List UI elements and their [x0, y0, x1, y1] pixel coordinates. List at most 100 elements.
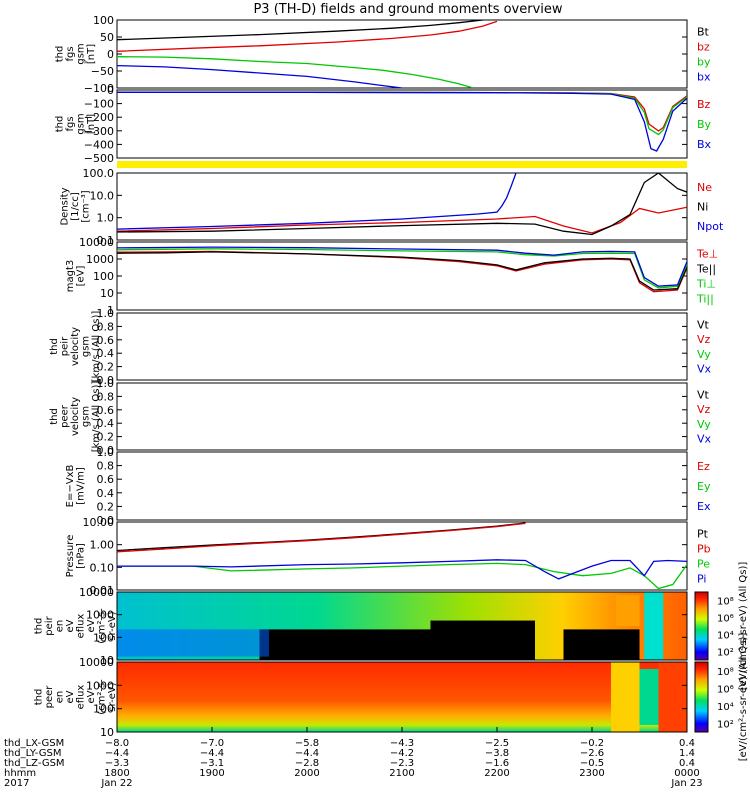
- series-line-pb: [117, 522, 526, 553]
- y-tick-label: 10.0: [90, 189, 115, 202]
- legend-entry: Pt: [697, 528, 709, 541]
- panel-frame: [116, 591, 688, 661]
- y-tick-label: 100: [93, 631, 114, 644]
- series-line-bz: [117, 91, 687, 132]
- x-row-label: 2017: [4, 778, 29, 789]
- y-tick-label: 1.00: [90, 539, 115, 552]
- y-tick-label: 0: [107, 84, 114, 97]
- legend-entry: Vx: [697, 433, 712, 446]
- series-line-ne: [117, 206, 687, 234]
- x-tick-label: −0.2: [580, 738, 604, 749]
- y-axis-label: eV: [86, 690, 97, 703]
- y-axis-label: Pressure: [65, 535, 76, 578]
- y-axis-label: eflux: [76, 685, 87, 710]
- series-line-pi: [117, 559, 687, 580]
- y-tick-label: 1.0: [97, 307, 115, 320]
- x-row-label: hhmm: [4, 768, 36, 779]
- heatmap-black-region: [563, 629, 640, 660]
- colorbar: [694, 661, 709, 733]
- y-tick-label: 0.6: [97, 334, 115, 347]
- panel-peer_eflux: 10⁸ 10⁶ 10⁴ 10² [eV/(cm²-s-sr-eV) (All Qs)] 1…: [34, 633, 749, 762]
- x-tick-label: −2.8: [295, 758, 319, 769]
- y-tick-label: 50: [100, 31, 114, 44]
- legend-entry: Vz: [697, 403, 711, 416]
- series-line-npot: [117, 173, 517, 230]
- legend-entry: Vy: [697, 348, 711, 361]
- y-tick-label: 1: [107, 304, 114, 317]
- legend-entry: Bt: [697, 26, 710, 39]
- panel-frame: [116, 451, 688, 521]
- y-tick-label: −50: [91, 65, 114, 78]
- y-tick-label: 10: [100, 726, 114, 739]
- y-axis-label: eflux: [76, 614, 87, 639]
- legend-entry: Ti⊥: [696, 278, 716, 291]
- colorbar-tick-label: 10²: [717, 719, 734, 730]
- x-tick-label: −2.3: [390, 758, 414, 769]
- x-tick-label: −8.0: [105, 738, 129, 749]
- x-tick-label: 0.4: [679, 738, 695, 749]
- y-tick-label: −500: [84, 152, 114, 165]
- panel-peir_eflux: 10⁸ 10⁶ 10⁴ 10² [eV/(cm²-s-sr-eV) (All Qs)] 1…: [34, 562, 749, 691]
- colorbar: [694, 591, 709, 661]
- colorbar-tick-label: 10⁶: [717, 614, 734, 625]
- series-line-bx: [117, 91, 687, 152]
- y-axis-label: (cm²-s-: [97, 608, 108, 644]
- y-axis-label: eV: [86, 619, 97, 632]
- y-tick-label: 0.0: [97, 374, 115, 387]
- panel-fgs_small: 100 50 0 −50 −100 thd fgs gsm [nT] Bt bz by bx: [54, 14, 711, 95]
- heatmap-peer_eflux: [117, 662, 687, 732]
- legend-entry: Ni: [697, 201, 708, 214]
- heatmap-cyan-band: [644, 592, 664, 660]
- legend-entry: Vz: [697, 333, 711, 346]
- y-tick-label: −100: [84, 98, 114, 111]
- y-axis-label: velocity: [70, 397, 81, 436]
- series-group: [117, 20, 498, 88]
- panel-pressure: 10.00 1.00 0.10 0.01 Pressure [nPa] Pt Pb Pe Pi: [65, 516, 711, 597]
- y-tick-label: 0.4: [97, 487, 115, 500]
- series-line-pt: [117, 522, 526, 552]
- colorbar-tick-label: 10⁸: [717, 597, 734, 608]
- colorbar-tick-label: 10²: [717, 648, 734, 659]
- y-tick-label: 100: [93, 14, 114, 27]
- y-axis-label: thd: [49, 408, 60, 425]
- y-tick-label: 100: [93, 270, 114, 283]
- legend-entry: Ne: [697, 181, 712, 194]
- y-tick-label: 1000: [86, 253, 114, 266]
- y-axis-label: [eV]: [75, 266, 86, 287]
- y-axis-label: thd: [34, 689, 45, 706]
- legend-entry: Pi: [697, 573, 706, 586]
- y-axis-label: gsm: [81, 336, 92, 357]
- x-tick-label: −4.4: [200, 748, 224, 759]
- y-tick-label: 0.6: [97, 473, 115, 486]
- legend-entry: Ti||: [696, 293, 714, 306]
- x-tick-label: 1800: [104, 768, 129, 779]
- y-axis-label: en: [55, 620, 66, 633]
- y-axis-label: peer: [44, 685, 55, 709]
- y-tick-label: 0.1: [97, 234, 115, 247]
- x-tick-label: Jan 22: [100, 778, 132, 789]
- y-tick-label: 10000: [79, 656, 114, 669]
- x-tick-label: −3.3: [105, 758, 129, 769]
- series-line-bx: [117, 64, 403, 88]
- x-tick-label: −5.8: [295, 738, 319, 749]
- y-tick-label: 0.2: [97, 431, 115, 444]
- legend-entry: bz: [697, 41, 710, 54]
- y-tick-label: 10.00: [83, 516, 115, 529]
- y-tick-label: 0.6: [97, 404, 115, 417]
- legend-entry: Te||: [696, 263, 716, 276]
- x-tick-label: −2.5: [485, 738, 509, 749]
- y-axis-label: [mV/m]: [75, 467, 86, 505]
- heatmap-peir_eflux: [117, 592, 687, 660]
- y-tick-label: 1.0: [97, 377, 115, 390]
- x-tick-label: Jan 23: [670, 778, 702, 789]
- y-axis-label: en: [55, 691, 66, 704]
- heatmap-green-band: [639, 669, 659, 725]
- x-row-label: thd_LY-GSM: [4, 748, 61, 759]
- legend-entry: Vt: [697, 388, 710, 401]
- y-axis-label: fgs: [65, 116, 76, 131]
- y-tick-label: 10000: [79, 586, 114, 599]
